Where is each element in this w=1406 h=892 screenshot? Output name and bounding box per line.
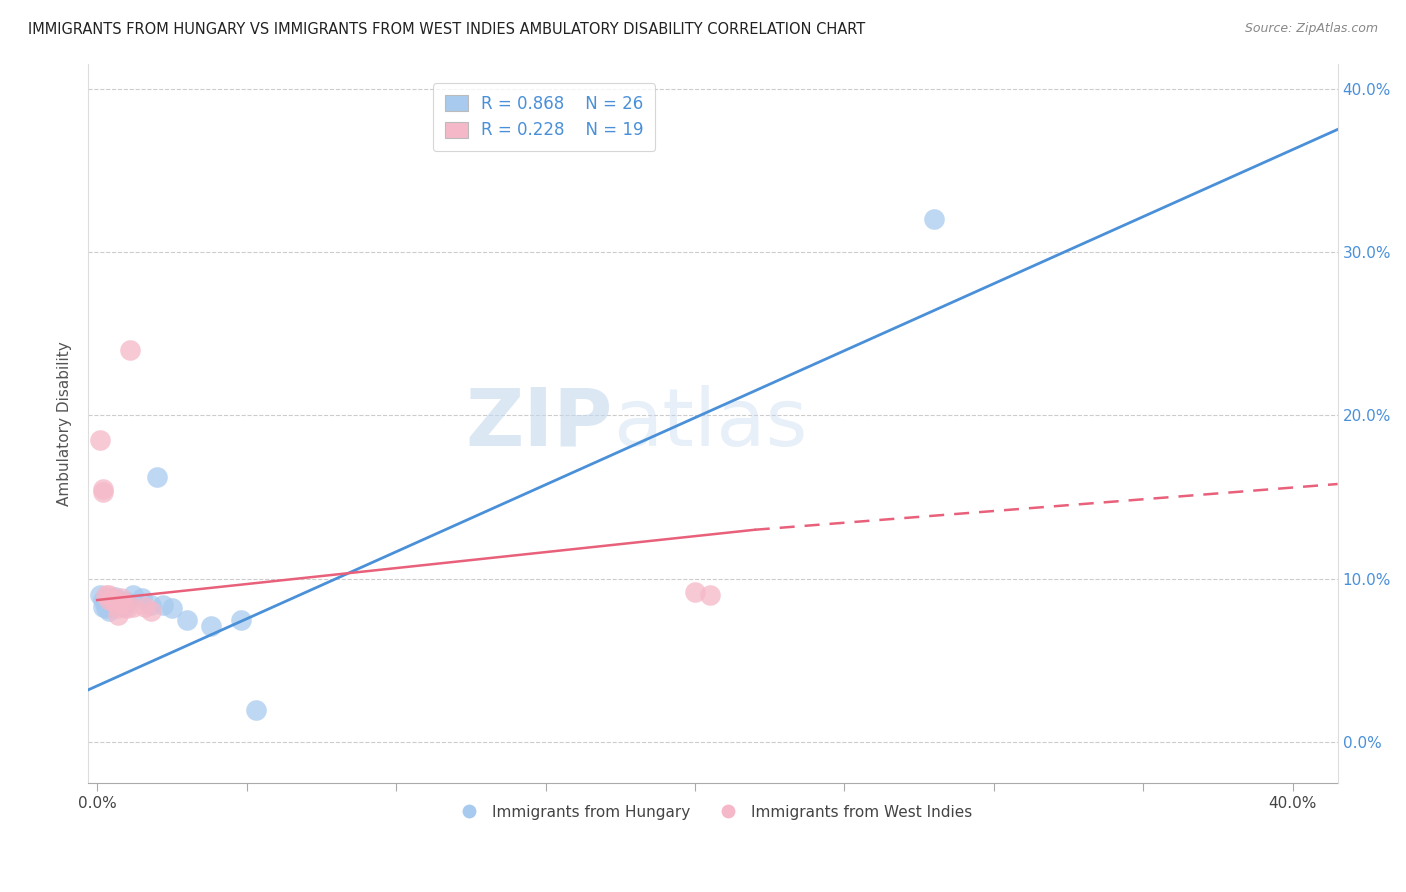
Point	[104, 598, 127, 612]
Point	[101, 599, 124, 614]
Y-axis label: Ambulatory Disability: Ambulatory Disability	[58, 341, 72, 506]
Point	[91, 599, 114, 614]
Point	[229, 613, 252, 627]
Point	[110, 591, 132, 606]
Point	[245, 702, 267, 716]
Point	[89, 433, 111, 447]
Point	[94, 601, 117, 615]
Point	[131, 591, 153, 606]
Text: IMMIGRANTS FROM HUNGARY VS IMMIGRANTS FROM WEST INDIES AMBULATORY DISABILITY COR: IMMIGRANTS FROM HUNGARY VS IMMIGRANTS FR…	[28, 22, 865, 37]
Point	[89, 588, 111, 602]
Point	[699, 588, 721, 602]
Point	[683, 585, 706, 599]
Point	[98, 591, 121, 606]
Point	[152, 598, 174, 612]
Point	[98, 604, 121, 618]
Point	[122, 599, 145, 614]
Point	[118, 343, 141, 357]
Point	[922, 212, 945, 227]
Point	[112, 599, 135, 614]
Point	[160, 601, 183, 615]
Point	[94, 596, 117, 610]
Point	[91, 485, 114, 500]
Point	[104, 590, 127, 604]
Point	[98, 593, 121, 607]
Point	[139, 598, 162, 612]
Point	[134, 599, 156, 614]
Text: atlas: atlas	[613, 384, 807, 463]
Point	[200, 619, 222, 633]
Text: ZIP: ZIP	[465, 384, 613, 463]
Point	[112, 596, 135, 610]
Text: Source: ZipAtlas.com: Source: ZipAtlas.com	[1244, 22, 1378, 36]
Point	[91, 593, 114, 607]
Point	[139, 604, 162, 618]
Point	[107, 601, 129, 615]
Point	[115, 601, 138, 615]
Point	[115, 595, 138, 609]
Point	[176, 613, 198, 627]
Point	[146, 470, 169, 484]
Point	[107, 593, 129, 607]
Point	[94, 588, 117, 602]
Point	[101, 591, 124, 606]
Point	[107, 607, 129, 622]
Legend: Immigrants from Hungary, Immigrants from West Indies: Immigrants from Hungary, Immigrants from…	[447, 798, 979, 826]
Point	[110, 596, 132, 610]
Point	[91, 482, 114, 496]
Point	[98, 588, 121, 602]
Point	[104, 596, 127, 610]
Point	[122, 588, 145, 602]
Point	[101, 595, 124, 609]
